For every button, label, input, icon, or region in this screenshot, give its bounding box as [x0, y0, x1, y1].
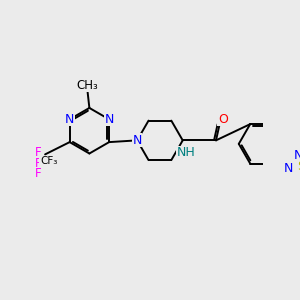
Text: NH: NH	[177, 146, 196, 159]
Text: N: N	[284, 162, 293, 175]
Text: N: N	[65, 113, 74, 126]
Text: N: N	[104, 113, 114, 126]
Text: N: N	[133, 134, 142, 147]
Text: CH₃: CH₃	[77, 79, 98, 92]
Text: F: F	[35, 157, 41, 169]
Text: CF₃: CF₃	[40, 156, 57, 167]
Text: F: F	[35, 146, 41, 159]
Text: S: S	[297, 160, 300, 173]
Text: F: F	[35, 167, 41, 180]
Text: N: N	[293, 148, 300, 162]
Text: O: O	[218, 113, 228, 126]
